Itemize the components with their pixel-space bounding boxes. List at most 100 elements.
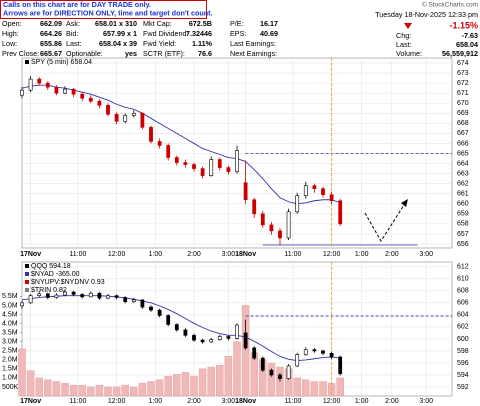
volume-bar: [130, 386, 138, 397]
candle-body: [269, 224, 274, 232]
volume-tick-label: 500K: [2, 384, 19, 391]
volume-bar: [138, 383, 147, 397]
y-tick-label: 661: [457, 191, 469, 198]
candle-body: [80, 93, 85, 99]
x-tick-label: 3:00: [222, 251, 236, 258]
y-tick-label: 670: [457, 100, 469, 107]
candle-body: [157, 141, 162, 146]
candle-body: [174, 324, 179, 331]
candle-body: [97, 100, 102, 106]
volume-bar: [52, 381, 61, 397]
volume-bar: [44, 379, 52, 397]
candle-body: [303, 349, 308, 355]
candle-body: [131, 299, 136, 302]
x-tick-label: 2:00: [385, 398, 399, 405]
y-tick-label: 658: [457, 221, 469, 228]
field-value: 16.17: [260, 19, 278, 28]
x-tick-label: 12:00: [323, 251, 341, 258]
volume-bar: [302, 379, 310, 397]
note: Calls on this chart are for DAY TRADE on…: [3, 0, 151, 9]
candle-body: [20, 89, 24, 96]
volume-bar: [267, 363, 276, 397]
y-tick-label: 664: [457, 160, 469, 167]
x-tick-label: 11:00: [284, 251, 301, 258]
candle-body: [295, 195, 300, 213]
candle-body: [278, 230, 282, 239]
volume-bar: [216, 365, 224, 397]
volume-bar: [61, 383, 69, 397]
candle-body: [217, 336, 222, 340]
volume-bar: [293, 377, 301, 397]
candle-body: [312, 349, 317, 352]
volume-tick-label: 5.0M: [2, 302, 18, 309]
field-value: 672.5B: [189, 19, 212, 28]
x-tick-label: 11:00: [69, 251, 86, 258]
y-tick-label: 592: [457, 384, 469, 391]
candle-body: [149, 127, 153, 142]
field-label: P/E:: [230, 19, 244, 28]
candle-body: [45, 293, 50, 298]
charts: 656 657 658 659 660 661 662 663 664 665 666 667 668 6…: [2, 57, 469, 405]
candle-body: [260, 213, 265, 226]
field-value: yes: [125, 49, 137, 58]
volume-tick-label: 3.0M: [2, 339, 18, 346]
x-tick-label: 17Nov: [20, 251, 41, 258]
y-tick-label: 660: [457, 201, 469, 208]
moving-average: [21, 295, 341, 361]
x-tick-label: 11:00: [284, 398, 301, 405]
y-tick-label: 602: [457, 324, 469, 331]
field-label: Next Earnings:: [230, 49, 277, 58]
legend-entry: $TRIN 0.82: [31, 287, 67, 294]
volume-bar: [104, 386, 112, 397]
candle-body: [106, 104, 110, 115]
y-tick-label: 669: [457, 110, 469, 117]
candle-body: [269, 369, 274, 376]
field-value: 662.09: [40, 19, 62, 28]
y-tick-label: 668: [457, 120, 469, 127]
volume-tick-label: 2.5M: [2, 348, 18, 355]
legend-swatch: [25, 280, 29, 284]
candle-body: [166, 145, 171, 158]
candle-body: [106, 295, 110, 299]
candle-body: [37, 78, 42, 84]
candle-body: [45, 82, 50, 88]
y-tick-label: 672: [457, 80, 469, 87]
x-tick-label: 2:00: [187, 251, 201, 258]
volume-bar: [181, 372, 190, 397]
field-label: Open:: [2, 19, 22, 28]
note: Arrows are for DIRECTION ONLY, time and …: [3, 8, 213, 17]
candle-body: [217, 159, 222, 168]
y-tick-label: 610: [457, 276, 469, 283]
date: Tuesday 18-Nov-2025 12:33 pm: [375, 10, 478, 19]
candle-body: [80, 294, 85, 298]
field-value: -7.63: [462, 31, 478, 40]
volume-bar: [233, 341, 241, 397]
volume-bar: [35, 377, 43, 397]
field-value: 76.6: [198, 49, 212, 58]
candle-body: [157, 309, 162, 316]
x-tick-label: 2:00: [385, 251, 399, 258]
volume-bar: [241, 305, 250, 397]
legend-swatch: [25, 288, 29, 292]
y-tick-label: 662: [457, 181, 469, 188]
candle-body: [192, 164, 196, 169]
volume-bar: [95, 384, 104, 397]
y-tick-label: 598: [457, 348, 469, 355]
y-tick-label: 656: [457, 241, 469, 248]
change-pct: -1.15%: [449, 20, 478, 30]
candle-body: [28, 295, 33, 304]
y-tick-label: 594: [457, 372, 469, 379]
field-label: High:: [2, 29, 19, 38]
copyright: © StockCharts.com: [422, 1, 478, 9]
y-tick-label: 674: [457, 60, 469, 67]
candle-body: [200, 339, 205, 343]
legend-entry: $NYUPV:$NYDNV 0.93: [31, 279, 105, 286]
x-tick-label: 12:00: [323, 398, 341, 405]
candle-body: [71, 291, 76, 295]
volume-bar: [26, 370, 35, 397]
field-label: Chg:: [396, 31, 411, 40]
field-value: 665.67: [40, 49, 62, 58]
volume-bar: [147, 381, 155, 397]
field-label: SCTR (ETF):: [143, 49, 185, 58]
